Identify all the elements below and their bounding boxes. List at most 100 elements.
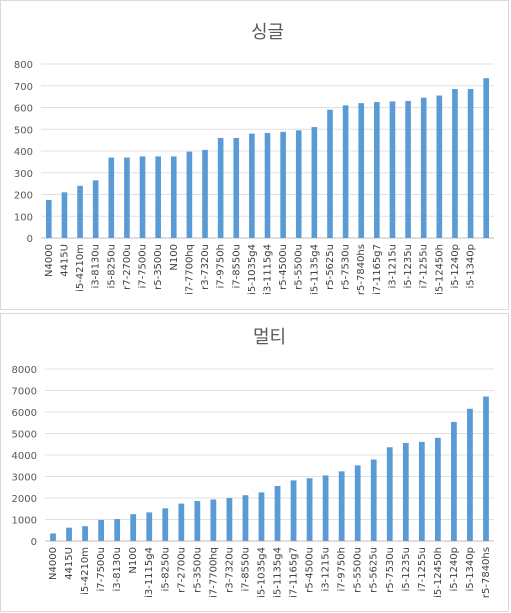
bar — [452, 89, 458, 238]
x-category-label: i5-1035g4 — [247, 244, 258, 295]
y-tick-label: 0 — [31, 537, 37, 548]
bar — [82, 526, 88, 541]
bar — [264, 132, 271, 238]
x-category-label: i7-9750h — [337, 547, 348, 592]
bar — [249, 133, 255, 238]
bar — [258, 492, 265, 541]
x-category-label: i5-8250u — [106, 244, 117, 289]
x-category-label: i5-1235u — [403, 244, 414, 289]
bar — [311, 127, 318, 238]
bar — [92, 180, 99, 238]
bar — [342, 105, 349, 238]
y-tick-label: 1000 — [12, 516, 37, 527]
x-category-label: i3-8130u — [112, 547, 123, 592]
bar — [170, 156, 177, 238]
x-category-label: r5-5500u — [353, 547, 364, 593]
x-category-label: r3-7320u — [224, 547, 235, 593]
x-category-label: i7-7500u — [138, 244, 149, 289]
x-category-label: i7-1255u — [419, 244, 430, 289]
x-category-label: r5-7530u — [385, 547, 396, 593]
x-category-label: i5-1035g4 — [256, 547, 267, 598]
bar — [483, 396, 489, 541]
bar — [226, 498, 233, 541]
x-category-label: i7-1165g7 — [372, 244, 383, 295]
bar — [322, 475, 329, 541]
x-category-label: r5-7840hs — [356, 244, 367, 295]
bar — [210, 499, 217, 541]
bar — [434, 437, 441, 541]
x-category-label: r7-2700u — [176, 547, 187, 593]
bar — [467, 89, 474, 238]
bar — [66, 527, 72, 541]
y-tick-label: 400 — [14, 147, 33, 158]
x-category-label: i7-1165g7 — [289, 547, 300, 598]
x-category-label: N4000 — [44, 244, 55, 277]
bar — [139, 156, 146, 238]
x-category-label: i5-1135g4 — [273, 547, 284, 598]
x-category-label: N100 — [169, 244, 180, 271]
bar — [386, 447, 393, 541]
bar — [374, 102, 380, 238]
bar — [405, 100, 411, 238]
chart-title: 멀티 — [253, 327, 286, 348]
x-category-label: i5-1240p — [450, 244, 461, 289]
bar — [290, 480, 297, 541]
y-tick-label: 300 — [14, 169, 33, 180]
bar — [114, 519, 121, 541]
x-category-label: i5-4210m — [80, 547, 91, 595]
bar — [389, 101, 396, 238]
bar — [202, 149, 208, 238]
x-category-label: i3-1115g4 — [263, 244, 274, 295]
bar — [242, 495, 249, 541]
bar — [194, 501, 201, 541]
x-category-label: 4415U — [59, 244, 70, 277]
x-category-label: r5-5625u — [369, 547, 380, 593]
bar — [451, 421, 457, 541]
bar — [338, 471, 345, 541]
bar — [162, 508, 169, 541]
x-category-label: i5-12450h — [433, 547, 444, 598]
x-category-label: i5-1235u — [401, 547, 412, 592]
x-category-label: N4000 — [48, 547, 59, 580]
y-tick-label: 4000 — [12, 451, 37, 462]
y-tick-label: 100 — [14, 212, 33, 223]
x-category-label: r5-4500u — [305, 547, 316, 593]
bar — [418, 441, 425, 541]
x-category-label: i5-12450h — [434, 244, 445, 295]
chart-title: 싱글 — [251, 22, 284, 43]
x-category-label: i7-7500u — [96, 547, 107, 592]
y-tick-label: 200 — [14, 191, 33, 202]
bar — [155, 156, 161, 238]
y-tick-label: 500 — [14, 125, 33, 136]
bar — [467, 408, 473, 541]
bar — [358, 103, 365, 239]
x-category-label: i3-1115g4 — [144, 547, 155, 598]
x-category-label: i5-1340p — [465, 547, 476, 592]
y-tick-label: 600 — [14, 104, 33, 115]
x-category-label: r5-3500u — [153, 244, 164, 290]
x-category-label: r3-7320u — [200, 244, 211, 290]
bar — [178, 503, 185, 541]
x-category-label: i3-1215u — [321, 547, 332, 592]
bar — [354, 465, 361, 541]
x-category-label: i3-8130u — [91, 244, 102, 289]
bar — [436, 95, 443, 238]
bar — [146, 512, 153, 541]
x-category-label: i5-8250u — [160, 547, 171, 592]
y-tick-label: 7000 — [12, 387, 37, 398]
y-tick-label: 6000 — [12, 408, 37, 419]
bar — [77, 185, 83, 238]
bar — [483, 78, 490, 238]
x-category-label: r5-7840hs — [481, 547, 492, 598]
bar — [306, 478, 313, 541]
x-category-label: r7-2700u — [122, 244, 133, 290]
x-category-label: 4415U — [64, 547, 75, 580]
x-category-label: N100 — [128, 547, 139, 574]
bar — [98, 519, 105, 541]
x-category-label: i5-1135g4 — [309, 244, 320, 295]
y-tick-label: 5000 — [12, 430, 37, 441]
x-category-label: i7-7700hq — [184, 244, 195, 295]
multi-core-chart: 멀티 0 1000 2000 3000 4000 5000 6000 7000 8000 N4000… — [12, 327, 494, 598]
bar — [124, 157, 130, 238]
x-category-label: r5-7530u — [341, 244, 352, 290]
